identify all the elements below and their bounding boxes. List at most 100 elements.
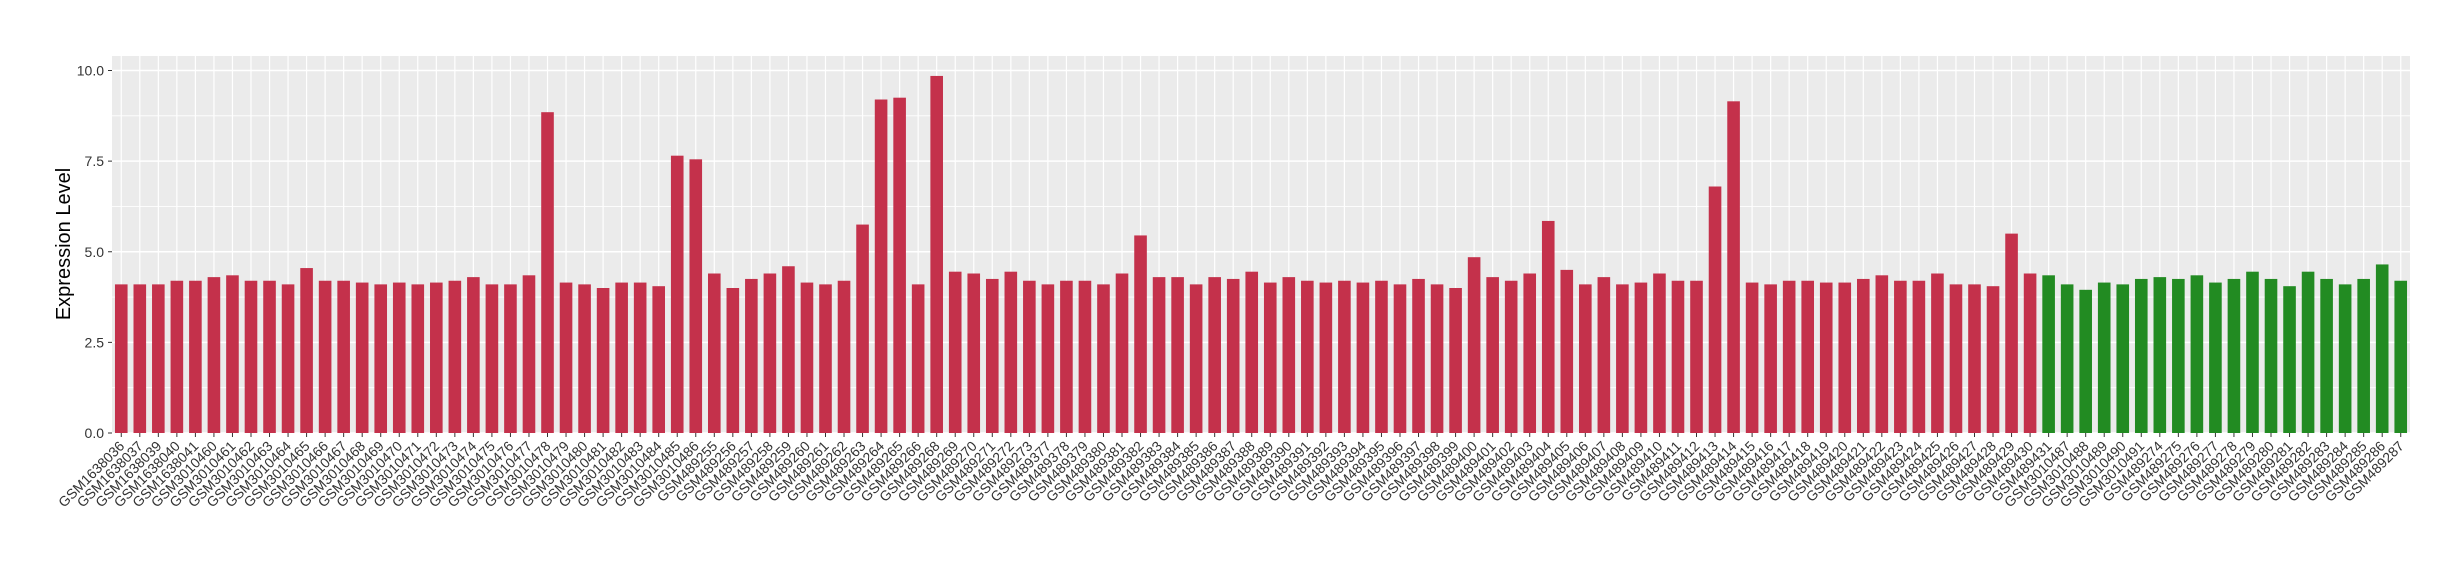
y-tick-label: 2.5: [85, 334, 105, 350]
bar-GSM489411: [1671, 280, 1685, 433]
bar-GSM3010491: [2134, 278, 2148, 433]
bar-GSM3010483: [633, 282, 647, 433]
bar-GSM489400: [1467, 257, 1481, 433]
bar-GSM489387: [1226, 278, 1240, 433]
bar-GSM489394: [1356, 282, 1370, 433]
bar-GSM3010477: [522, 275, 536, 433]
y-axis-ticks: 0.0 2.5 5.0 7.5 10.0: [77, 63, 112, 441]
bar-GSM489268: [930, 75, 943, 433]
bar-GSM489419: [1819, 282, 1833, 433]
bar-GSM489378: [1060, 280, 1073, 433]
bar-GSM489388: [1245, 271, 1259, 433]
bar-GSM489386: [1208, 277, 1221, 433]
bar-GSM489426: [1949, 284, 1963, 433]
bar-GSM489402: [1504, 280, 1518, 433]
bar-GSM489389: [1263, 282, 1277, 433]
bar-GSM1638040: [170, 280, 184, 433]
bar-GSM3010475: [485, 284, 499, 433]
bar-GSM3010486: [689, 159, 703, 433]
bar-GSM489383: [1152, 277, 1166, 433]
bar-GSM3010490: [2116, 284, 2130, 433]
bar-GSM489274: [2153, 277, 2167, 433]
bar-GSM489284: [2338, 284, 2352, 433]
bar-GSM489269: [948, 271, 962, 433]
bar-GSM3010489: [2097, 282, 2111, 433]
bar-GSM489277: [2209, 282, 2222, 433]
bar-GSM489427: [1968, 284, 1981, 433]
bar-GSM489276: [2190, 275, 2204, 433]
bar-GSM489273: [1023, 280, 1036, 433]
bar-GSM489278: [2227, 278, 2241, 433]
bar-GSM489255: [707, 273, 721, 433]
bar-GSM489399: [1449, 288, 1462, 433]
bar-GSM3010479: [559, 282, 573, 433]
bar-GSM489258: [763, 273, 777, 433]
bar-GSM489414: [1727, 101, 1740, 433]
bar-GSM3010466: [318, 280, 332, 433]
bar-GSM3010481: [596, 288, 610, 433]
bar-GSM489408: [1616, 284, 1629, 433]
bar-GSM3010484: [652, 286, 666, 433]
bar-GSM489286: [2375, 264, 2389, 433]
bar-GSM3010462: [244, 280, 258, 433]
bar-GSM489409: [1634, 282, 1648, 433]
bar-GSM489413: [1708, 186, 1722, 433]
bar-GSM489423: [1894, 280, 1907, 433]
bar-GSM489425: [1931, 273, 1944, 433]
bar-GSM489406: [1579, 284, 1592, 433]
bar-GSM489266: [911, 284, 925, 433]
bar-GSM3010461: [226, 275, 239, 433]
bar-GSM489397: [1412, 278, 1425, 433]
bar-GSM1638039: [152, 284, 165, 433]
bar-GSM3010473: [448, 280, 462, 433]
bar-GSM489281: [2283, 286, 2296, 433]
bar-GSM489395: [1375, 280, 1388, 433]
bar-GSM489431: [2042, 275, 2055, 433]
bar-GSM3010465: [300, 268, 313, 433]
bar-GSM489421: [1856, 278, 1870, 433]
bar-GSM489404: [1541, 220, 1555, 433]
bar-GSM489420: [1838, 282, 1852, 433]
bar-GSM489283: [2320, 278, 2333, 433]
bars: [114, 75, 2408, 433]
bar-GSM489287: [2394, 280, 2408, 433]
bar-GSM3010488: [2079, 289, 2092, 433]
bar-GSM3010464: [281, 284, 295, 433]
bar-GSM489429: [2005, 233, 2018, 433]
bar-GSM489275: [2172, 278, 2185, 433]
bar-GSM1638036: [114, 284, 128, 433]
bar-GSM1638037: [133, 284, 147, 433]
y-axis-title: Expression Level: [53, 168, 75, 320]
bar-GSM489263: [856, 224, 869, 433]
bar-GSM3010463: [263, 280, 276, 433]
bar-GSM3010470: [392, 282, 406, 433]
bar-GSM3010485: [670, 155, 684, 433]
bar-GSM489280: [2264, 278, 2278, 433]
bar-GSM489381: [1115, 273, 1129, 433]
bar-GSM489261: [819, 284, 832, 433]
y-tick-label: 0.0: [85, 425, 105, 441]
bar-GSM489385: [1189, 284, 1203, 433]
bar-GSM489382: [1134, 235, 1147, 433]
bar-GSM489271: [985, 278, 999, 433]
bar-GSM489391: [1301, 280, 1314, 433]
bar-GSM3010476: [504, 284, 517, 433]
bar-GSM489396: [1393, 284, 1407, 433]
bar-GSM489380: [1097, 284, 1110, 433]
bar-GSM489416: [1764, 284, 1777, 433]
bar-GSM489392: [1319, 282, 1333, 433]
bar-GSM489424: [1912, 280, 1926, 433]
bar-GSM489272: [1004, 271, 1018, 433]
bar-GSM3010469: [374, 284, 388, 433]
bar-GSM489401: [1486, 277, 1499, 433]
bar-GSM3010474: [467, 277, 480, 433]
bar-GSM3010467: [337, 280, 350, 433]
bar-GSM3010472: [430, 282, 443, 433]
bar-GSM489407: [1597, 277, 1611, 433]
bar-GSM489393: [1338, 280, 1351, 433]
bar-GSM489265: [893, 97, 906, 433]
bar-GSM489264: [874, 99, 888, 433]
bar-GSM489285: [2357, 278, 2370, 433]
bar-GSM489257: [745, 278, 758, 433]
